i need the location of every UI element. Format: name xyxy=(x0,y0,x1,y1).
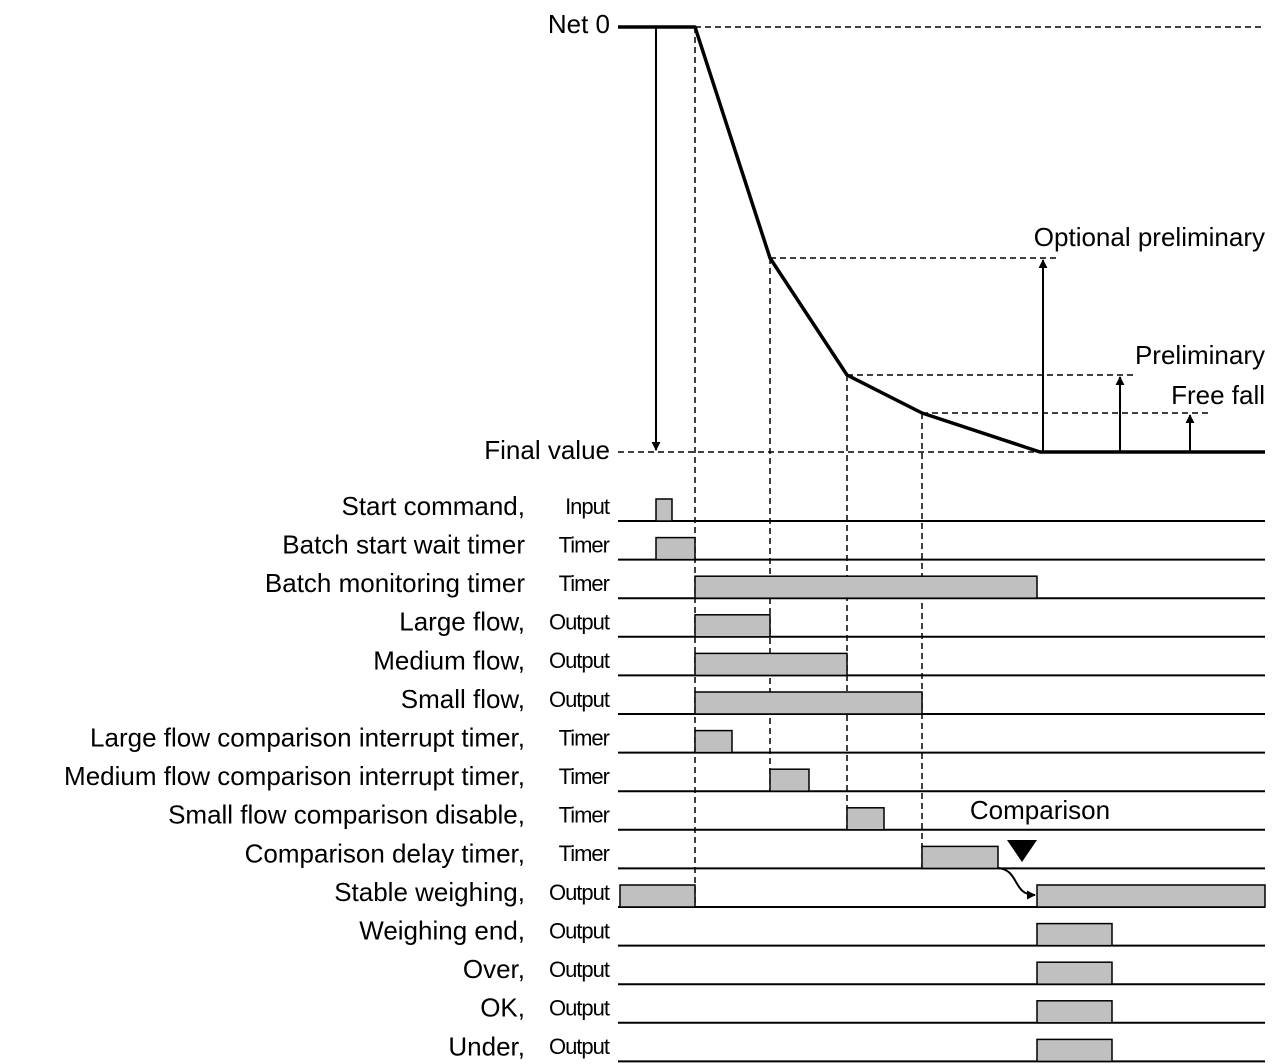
signal-name: Under, xyxy=(448,1031,525,1061)
signal-pulse xyxy=(1036,922,1113,947)
signal-kind: Timer xyxy=(559,571,610,596)
signal-rows: Start command, Input Batch start wait time… xyxy=(64,491,1266,1063)
comparison-label: Comparison xyxy=(970,795,1110,825)
signal-kind: Output xyxy=(549,918,610,943)
signal-kind: Timer xyxy=(559,532,610,557)
signal-name: Medium flow comparison interrupt timer, xyxy=(64,761,525,791)
signal-pulse xyxy=(846,807,885,831)
signal-pulse xyxy=(694,575,1038,599)
signal-name: Batch monitoring timer xyxy=(265,568,525,598)
signal-kind: Timer xyxy=(559,764,610,789)
signal-kind: Output xyxy=(549,648,610,673)
signal-kind: Input xyxy=(565,494,610,519)
signal-name: Over, xyxy=(463,954,525,984)
signal-name: Small flow comparison disable, xyxy=(168,800,525,830)
final-value-label: Final value xyxy=(484,435,610,465)
signal-name: Comparison delay timer, xyxy=(245,838,525,868)
signal-kind: Output xyxy=(549,610,610,635)
weight-graph: Net 0 Final value Optional preliminary P… xyxy=(484,9,1265,905)
signal-kind: Timer xyxy=(559,803,610,828)
optional-label: Optional preliminary xyxy=(1034,222,1265,252)
signal-kind: Timer xyxy=(559,725,610,750)
signal-pulse xyxy=(1036,1000,1113,1024)
signal-name: Stable weighing, xyxy=(334,877,525,907)
signal-name: Large flow, xyxy=(399,607,525,637)
signal-pulse xyxy=(694,729,733,754)
signal-kind: Output xyxy=(549,687,610,712)
signal-pulse xyxy=(694,652,848,677)
signal-name: Weighing end, xyxy=(359,915,525,945)
signal-kind: Output xyxy=(549,996,610,1021)
signal-name: Small flow, xyxy=(401,684,525,714)
free-fall-label: Free fall xyxy=(1171,380,1265,410)
signal-pulse xyxy=(1036,1038,1113,1063)
signal-kind: Timer xyxy=(559,841,610,866)
signal-kind: Output xyxy=(549,880,610,905)
preliminary-label: Preliminary xyxy=(1135,340,1265,370)
signal-kind: Output xyxy=(549,957,610,982)
signal-name: Batch start wait timer xyxy=(282,529,525,559)
signal-pulse xyxy=(694,614,771,638)
comparison-marker xyxy=(1007,840,1037,862)
signal-pulse xyxy=(921,845,999,870)
signal-name: Start command, xyxy=(341,491,525,521)
signal-kind: Output xyxy=(549,1034,610,1059)
weight-curve xyxy=(618,25,1265,454)
signal-pulse xyxy=(655,498,673,522)
signal-pulse xyxy=(1036,961,1113,985)
signal-pulse xyxy=(619,884,696,908)
signal-name: Medium flow, xyxy=(373,645,525,675)
net-zero-label: Net 0 xyxy=(548,9,610,39)
signal-pulse xyxy=(769,768,810,792)
signal-pulse xyxy=(694,691,923,715)
signal-name: OK, xyxy=(480,993,525,1023)
comparison-arrow xyxy=(997,867,1036,900)
signal-name: Large flow comparison interrupt timer, xyxy=(90,722,525,752)
signal-pulse xyxy=(655,536,696,561)
signal-pulse xyxy=(1036,884,1266,908)
